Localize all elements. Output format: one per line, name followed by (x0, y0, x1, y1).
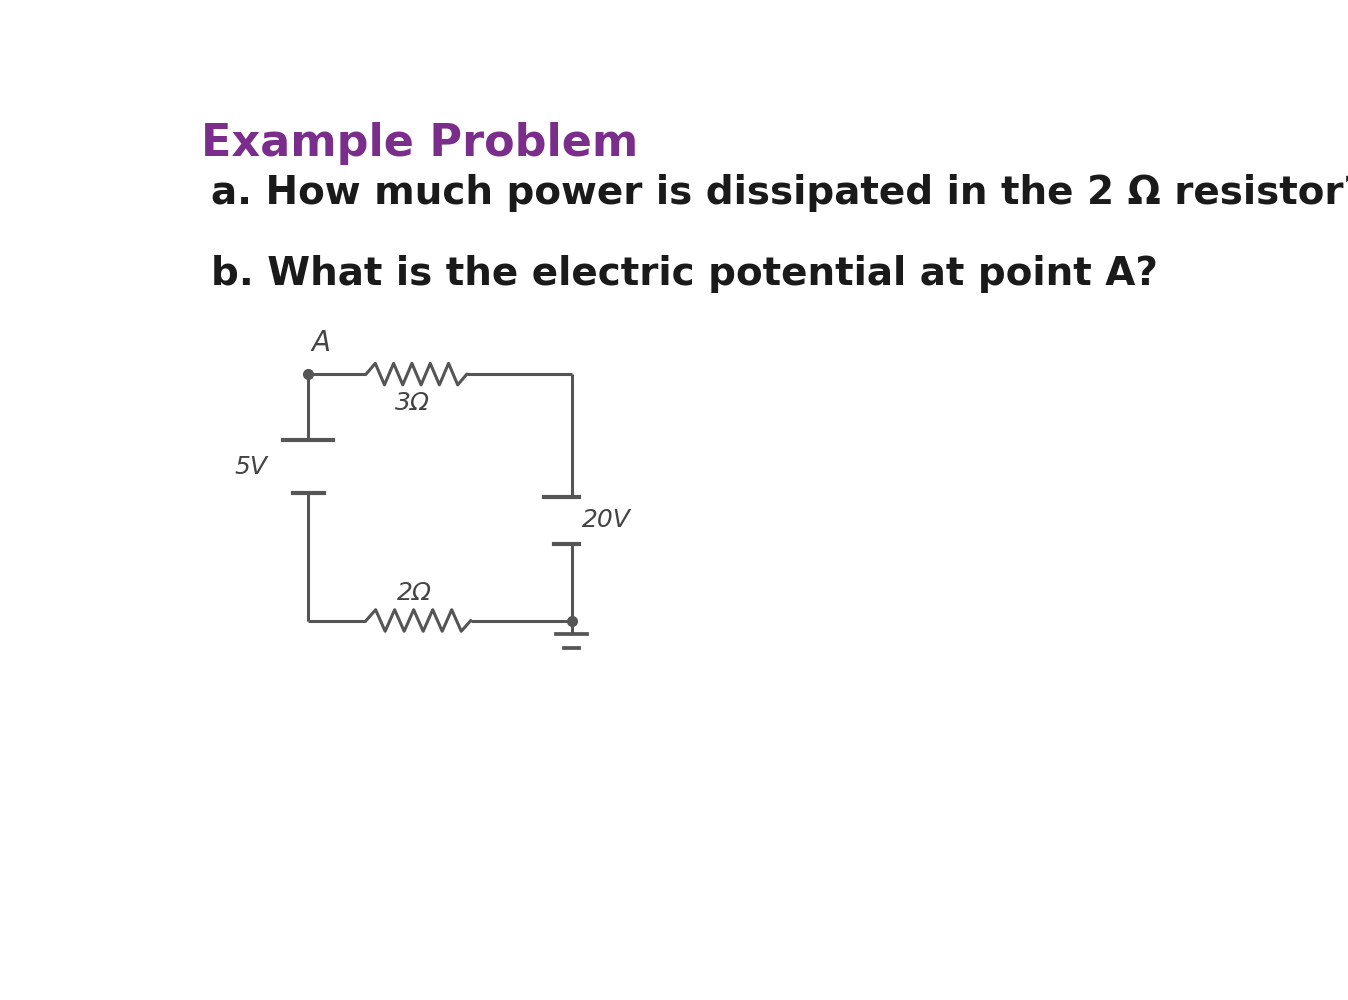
Text: 5V: 5V (235, 454, 268, 479)
Text: A: A (311, 329, 330, 357)
Text: b. What is the electric potential at point A?: b. What is the electric potential at poi… (212, 255, 1158, 293)
Text: 2Ω: 2Ω (398, 581, 433, 605)
Text: Example Problem: Example Problem (201, 122, 639, 165)
Text: 3Ω: 3Ω (395, 391, 430, 415)
Text: a. How much power is dissipated in the 2 Ω resistor?: a. How much power is dissipated in the 2… (212, 174, 1348, 212)
Text: 20V: 20V (581, 508, 631, 532)
